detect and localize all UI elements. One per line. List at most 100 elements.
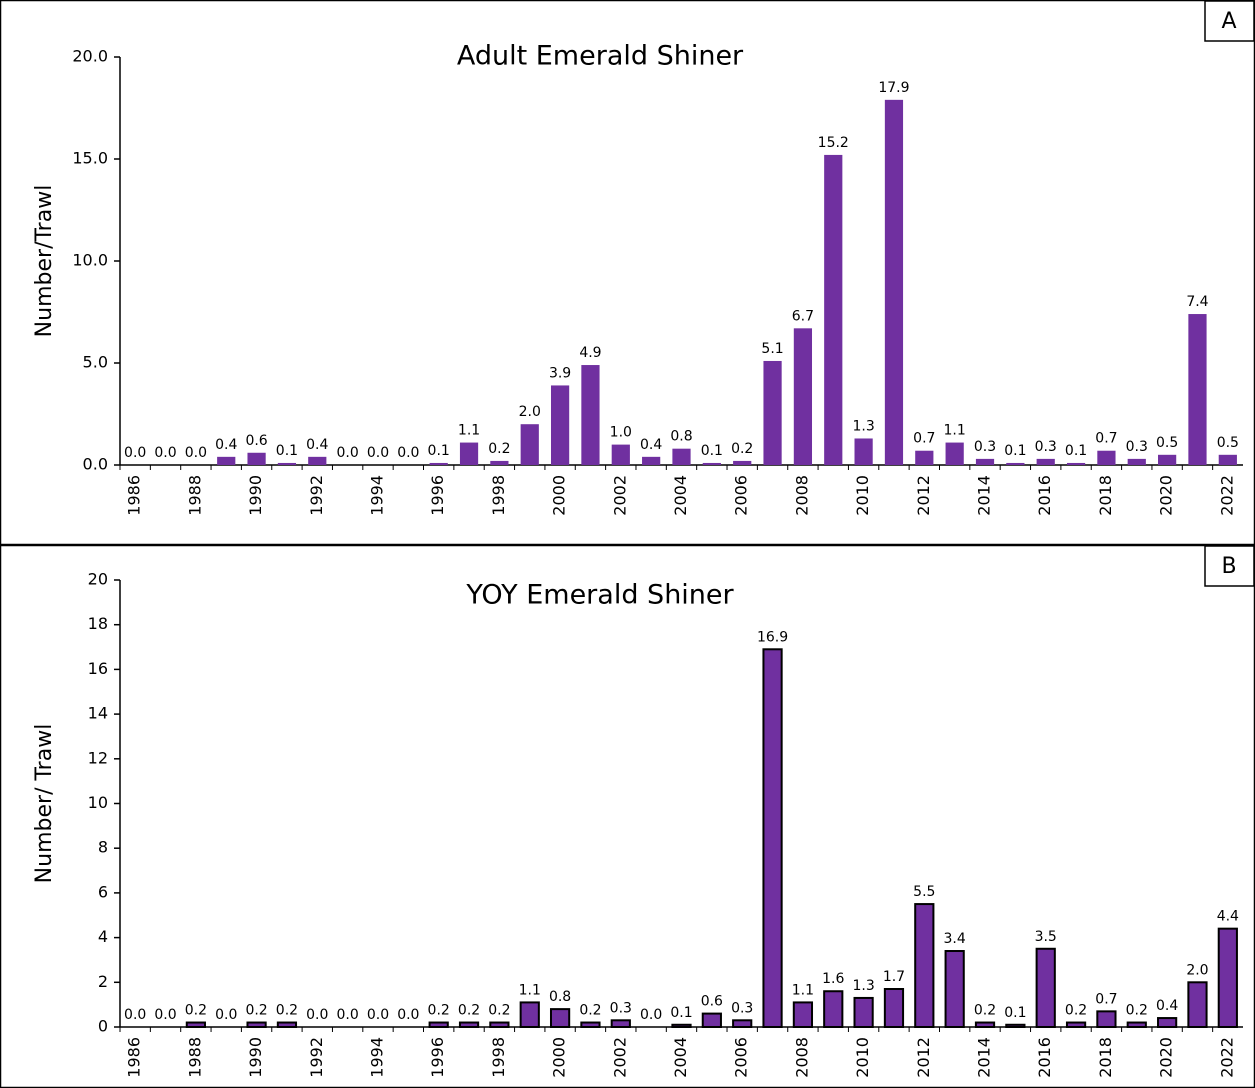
value-label: 0.0 (397, 445, 419, 461)
value-label: 0.2 (458, 1003, 480, 1019)
bar (1217, 927, 1238, 1028)
value-label: 1.3 (852, 978, 874, 994)
x-tick-label: 2008 (792, 475, 811, 516)
value-label: 0.0 (337, 445, 359, 461)
bar (428, 1021, 449, 1029)
bar (1036, 458, 1055, 465)
x-tick-label: 1992 (307, 1037, 326, 1078)
y-tick-label: 6 (98, 882, 108, 901)
bar (672, 448, 691, 465)
bar (914, 903, 935, 1029)
x-tick-label: 1988 (185, 475, 204, 516)
bar (792, 1001, 814, 1028)
y-tick-label: 4 (98, 927, 108, 946)
value-label: 3.9 (549, 365, 571, 381)
bar (520, 424, 539, 465)
bar (1065, 1021, 1087, 1029)
x-tick-label: 2014 (975, 475, 994, 516)
y-tick-label: 15.0 (72, 149, 108, 168)
value-label: 0.1 (1004, 1005, 1026, 1021)
value-label: 0.0 (185, 445, 207, 461)
value-label: 5.1 (761, 341, 783, 357)
value-label: 0.1 (428, 443, 450, 459)
x-tick-label: 2022 (1217, 1037, 1236, 1078)
x-tick-label: 2018 (1096, 475, 1115, 516)
bar (733, 460, 752, 465)
y-tick-label: 10.0 (72, 251, 108, 270)
value-label: 0.1 (670, 1005, 692, 1021)
x-tick-label: 1986 (125, 1037, 144, 1078)
y-tick-label: 0.0 (83, 455, 108, 474)
panel-label-box (1204, 0, 1255, 42)
bar (642, 456, 661, 465)
bar (1066, 462, 1086, 465)
bar (489, 1021, 510, 1029)
value-label: 1.1 (458, 423, 480, 439)
bar (974, 1021, 996, 1029)
value-label: 0.0 (154, 445, 176, 461)
bar (1188, 314, 1207, 465)
bar (1006, 462, 1025, 465)
value-label: 0.8 (670, 429, 692, 445)
value-label: 0.2 (488, 441, 510, 457)
bar (884, 99, 904, 465)
x-tick-label: 1988 (185, 1037, 204, 1078)
value-label: 1.7 (883, 969, 905, 985)
x-tick-label: 2022 (1217, 475, 1236, 516)
bar (1035, 947, 1056, 1029)
value-label: 0.0 (306, 1007, 328, 1023)
value-label: 0.2 (1126, 1003, 1148, 1019)
bar (459, 442, 479, 465)
x-tick-label: 1996 (428, 1037, 447, 1078)
value-label: 0.4 (215, 437, 237, 453)
bar (610, 1019, 631, 1028)
bar (1187, 981, 1208, 1028)
bar (883, 988, 905, 1029)
value-label: 0.0 (640, 1007, 662, 1023)
value-label: 0.1 (1004, 443, 1026, 459)
bar (1158, 454, 1177, 465)
y-tick-label: 2 (98, 972, 108, 991)
bar (458, 1021, 480, 1029)
value-label: 15.2 (818, 135, 849, 151)
x-tick-label: 1998 (489, 475, 508, 516)
x-tick-label: 2004 (671, 1037, 690, 1078)
bar (793, 328, 813, 465)
value-label: 1.0 (610, 425, 632, 441)
bar (853, 996, 874, 1029)
x-tick-label: 2012 (914, 475, 933, 516)
bar (944, 950, 965, 1029)
value-label: 0.0 (367, 445, 389, 461)
x-tick-label: 2008 (792, 1037, 811, 1078)
y-axis-label: Number/ Trawl (32, 724, 57, 884)
value-label: 1.6 (822, 971, 844, 987)
value-label: 0.0 (124, 1007, 146, 1023)
value-label: 1.1 (519, 982, 541, 998)
x-tick-label: 2000 (550, 1037, 569, 1078)
bar (490, 460, 509, 465)
panel-label: B (1221, 554, 1236, 579)
value-label: 0.3 (731, 1000, 753, 1016)
x-tick-label: 2012 (914, 1037, 933, 1078)
value-label: 6.7 (792, 308, 814, 324)
x-tick-label: 1998 (489, 1037, 508, 1078)
x-tick-label: 2004 (671, 475, 690, 516)
bar (519, 1001, 540, 1028)
x-tick-label: 1994 (367, 475, 386, 516)
chart-title: Adult Emerald Shiner (457, 41, 744, 72)
bar (1005, 1023, 1026, 1029)
bar (701, 1012, 722, 1029)
value-label: 0.0 (397, 1007, 419, 1023)
value-label: 0.5 (1217, 435, 1239, 451)
value-label: 0.0 (367, 1007, 389, 1023)
value-label: 0.2 (974, 1003, 996, 1019)
y-tick-label: 0 (98, 1017, 108, 1036)
x-tick-label: 1990 (246, 1037, 265, 1078)
bar (549, 1008, 571, 1028)
bar (671, 1023, 692, 1029)
value-label: 7.4 (1186, 294, 1208, 310)
panel-label: A (1221, 9, 1236, 34)
value-label: 0.7 (1095, 991, 1117, 1007)
